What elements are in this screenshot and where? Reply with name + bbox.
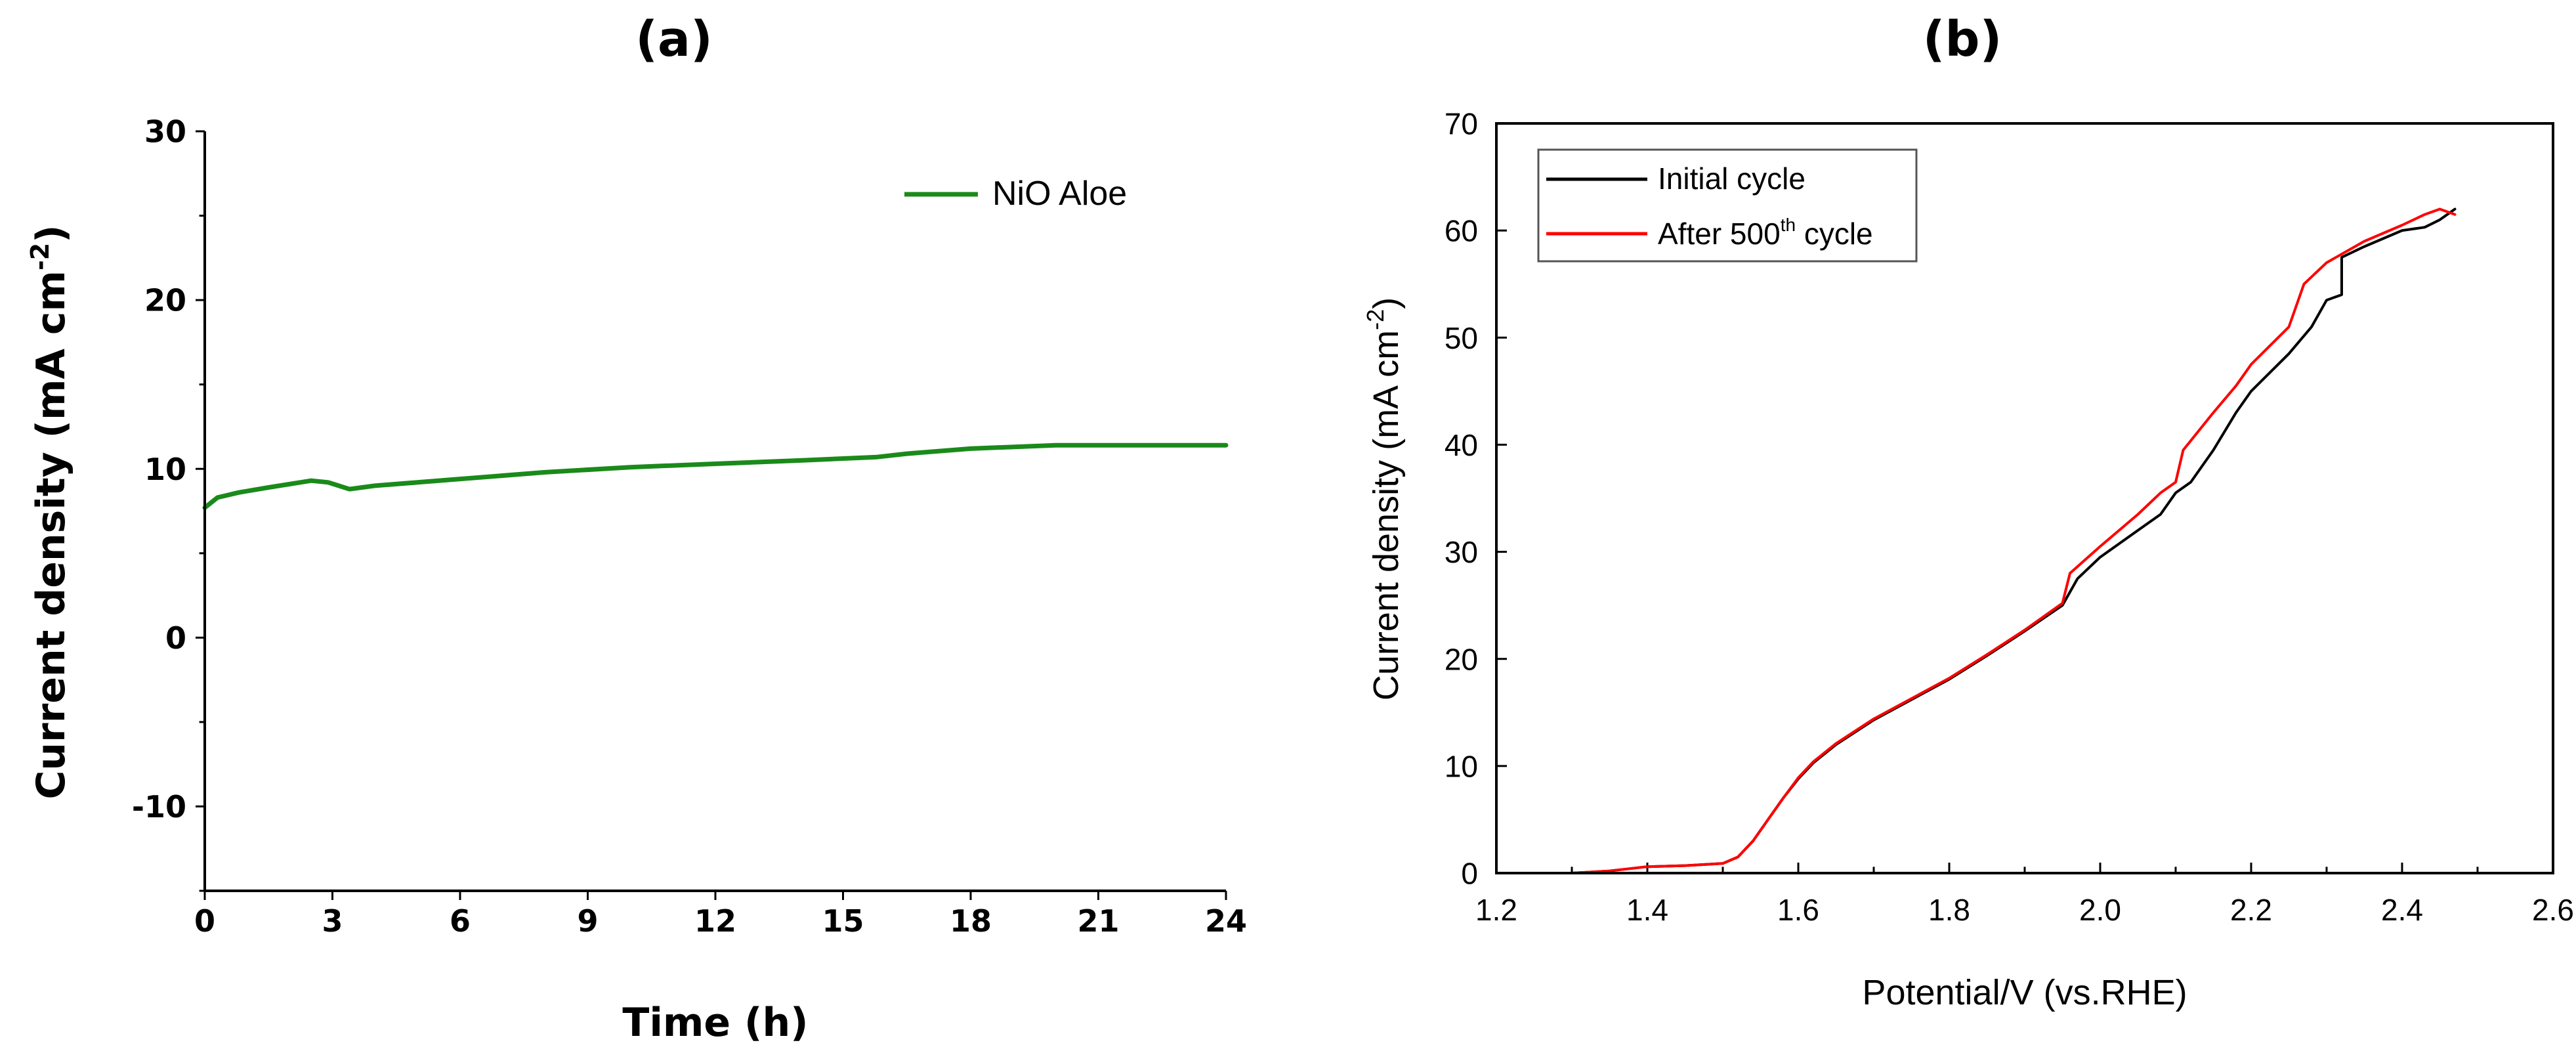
panel-a-x-tick-label: 18 bbox=[950, 903, 992, 939]
panel-b-legend-label-after-end: cycle bbox=[1796, 217, 1873, 251]
panel-b-legend: Initial cycle After 500th cycle bbox=[1537, 148, 1918, 263]
panel-a-y-axis-title-main: Current density (mA cm bbox=[28, 270, 74, 800]
panel-b-x-tick-label: 1.6 bbox=[1777, 893, 1819, 927]
panel-b-plot-frame bbox=[1495, 122, 2554, 874]
panel-b-y-tick-label: 10 bbox=[1445, 749, 1478, 783]
panel-b-series bbox=[1495, 207, 2457, 874]
panel-a: (a) NiO Aloe 0 3 6 9 12 15 18 21 24 -10 0 10 20 30 T… bbox=[26, 11, 1247, 1046]
panel-b-y-tick-label: 60 bbox=[1445, 214, 1478, 248]
panel-b-y-axis-title: Current density (mA cm-2) bbox=[1362, 297, 1406, 700]
panel-b-y-axis-title-end: ) bbox=[1366, 297, 1406, 309]
panel-b-y-tick-label: 40 bbox=[1445, 428, 1478, 462]
panel-a-x-tick-label: 15 bbox=[822, 903, 864, 939]
panel-a-x-tick-label: 21 bbox=[1077, 903, 1119, 939]
panel-a-x-tick-label: 24 bbox=[1205, 903, 1247, 939]
panel-a-y-tick-label: -10 bbox=[132, 789, 186, 825]
panel-a-x-tick-label: 12 bbox=[694, 903, 736, 939]
panel-b-legend-label-initial: Initial cycle bbox=[1658, 161, 1805, 196]
panel-b-y-tick-label: 70 bbox=[1445, 107, 1478, 141]
panel-a-x-tick-label: 6 bbox=[450, 903, 471, 939]
panel-b: (b) 1.2 1.4 1.6 1.8 2.0 2.2 2.4 2.6 0 10 20 30 40 50… bbox=[1362, 11, 2574, 1012]
panel-b-x-tick-label: 1.4 bbox=[1626, 893, 1668, 927]
panel-b-x-tick-label: 2.6 bbox=[2532, 893, 2574, 927]
panel-a-series-nio-aloe bbox=[202, 442, 1229, 510]
panel-b-y-tick-label: 0 bbox=[1461, 857, 1478, 891]
panel-b-legend-box bbox=[1537, 148, 1918, 263]
panel-a-series bbox=[202, 442, 1229, 510]
panel-b-x-tick-label: 2.0 bbox=[2079, 893, 2121, 927]
panel-a-y-ticks: -10 0 10 20 30 bbox=[132, 114, 205, 892]
panel-a-y-tick-label: 30 bbox=[144, 114, 186, 150]
panel-b-x-tick-label: 1.2 bbox=[1475, 893, 1517, 927]
panel-b-y-tick-label: 30 bbox=[1445, 535, 1478, 569]
panel-a-legend-label: NiO Aloe bbox=[992, 175, 1127, 213]
panel-a-x-tick-label: 0 bbox=[194, 903, 215, 939]
panel-a-x-tick-label: 3 bbox=[322, 903, 343, 939]
panel-a-y-tick-label: 0 bbox=[165, 620, 186, 656]
panel-a-label: (a) bbox=[635, 11, 713, 68]
panel-b-x-tick-label: 2.4 bbox=[2381, 893, 2423, 927]
panel-b-legend-label-after-main: After 500 bbox=[1658, 217, 1781, 251]
panel-a-x-tick-label: 9 bbox=[577, 903, 598, 939]
panel-b-x-tick-label: 1.8 bbox=[1928, 893, 1970, 927]
panel-a-y-tick-label: 10 bbox=[144, 452, 186, 487]
panel-b-y-tick-label: 20 bbox=[1445, 642, 1478, 676]
panel-b-y-axis-title-main: Current density (mA cm bbox=[1366, 330, 1406, 700]
panel-b-y-axis-title-sup: -2 bbox=[1362, 309, 1389, 330]
panel-a-y-axis-title-end: ) bbox=[28, 225, 74, 242]
panel-b-y-tick-label: 50 bbox=[1445, 321, 1478, 355]
panel-a-y-axis-title: Current density (mA cm-2) bbox=[26, 225, 74, 799]
panel-b-series-after-500th-cycle bbox=[1495, 207, 2457, 874]
panel-b-legend-label-after-sup: th bbox=[1781, 215, 1796, 235]
panel-a-x-ticks: 0 3 6 9 12 15 18 21 24 bbox=[194, 891, 1247, 939]
panel-a-legend: NiO Aloe bbox=[904, 175, 1127, 213]
panel-b-label: (b) bbox=[1923, 11, 2002, 68]
panel-b-legend-label-after: After 500th cycle bbox=[1658, 215, 1873, 251]
panel-a-y-axis-title-sup: -2 bbox=[26, 243, 54, 270]
panel-b-y-ticks: 0 10 20 30 40 50 60 70 bbox=[1445, 107, 1507, 891]
panel-b-x-axis-title: Potential/V (vs.RHE) bbox=[1862, 973, 2187, 1012]
panel-a-y-tick-label: 20 bbox=[144, 283, 186, 318]
panel-a-x-axis-title: Time (h) bbox=[622, 1000, 808, 1046]
panel-b-x-tick-label: 2.2 bbox=[2230, 893, 2272, 927]
